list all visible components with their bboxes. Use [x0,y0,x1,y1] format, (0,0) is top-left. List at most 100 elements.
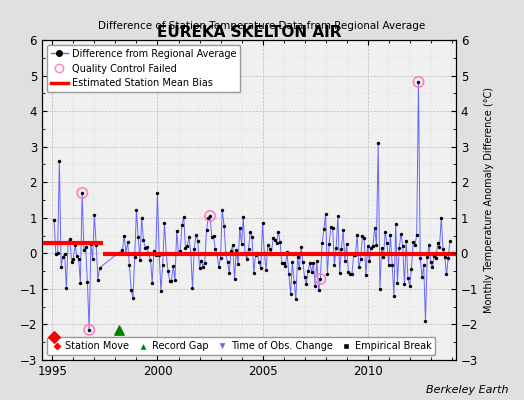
Point [204,214,212,221]
Point [180,214,188,220]
Point [148,280,156,286]
Point [234,260,242,267]
Point [220,222,228,229]
Point [412,232,421,238]
Point [279,260,288,266]
Point [55,158,63,164]
Point [323,271,332,277]
Point [435,244,444,250]
Point [94,276,102,283]
Point [406,283,414,289]
Point [265,246,274,252]
Point [360,235,368,241]
Point [395,245,403,252]
Point [232,247,241,254]
Point [85,326,93,333]
Point [270,237,279,243]
Point [290,278,298,285]
Point [199,264,207,270]
Point [404,275,412,282]
Point [59,254,67,260]
Point [343,241,351,247]
Point [206,213,214,219]
Point [407,265,416,272]
Point [53,250,62,256]
Point [416,254,424,261]
Point [57,264,66,270]
Legend: Station Move, Record Gap, Time of Obs. Change, Empirical Break: Station Move, Record Gap, Time of Obs. C… [47,337,435,355]
Point [433,240,442,246]
Point [370,224,379,231]
Point [444,255,452,261]
Point [302,280,311,287]
Point [385,262,393,268]
Point [246,228,255,235]
Point [192,232,200,238]
Point [118,247,127,253]
Point [78,190,86,196]
Point [188,285,196,291]
Point [399,242,407,249]
Point [355,264,363,270]
Point [187,250,195,256]
Point [92,242,100,248]
Point [50,334,58,340]
Point [316,276,324,282]
Point [195,265,204,272]
Point [379,254,388,260]
Text: Berkeley Earth: Berkeley Earth [426,385,508,395]
Point [122,249,130,256]
Point [287,291,295,298]
Point [411,241,419,248]
Point [314,287,323,294]
Point [320,226,328,232]
Point [442,271,451,278]
Point [300,274,309,281]
Point [80,247,88,253]
Point [166,278,174,284]
Point [206,213,214,219]
Point [414,79,423,85]
Point [60,251,69,257]
Point [414,79,423,85]
Point [252,252,260,258]
Point [393,280,401,286]
Point [86,241,95,247]
Point [305,260,314,266]
Point [376,286,384,292]
Point [348,271,356,278]
Point [145,251,153,258]
Point [50,217,58,224]
Point [390,293,398,300]
Point [374,140,383,146]
Point [325,240,333,247]
Point [222,250,230,256]
Point [244,246,253,252]
Point [372,242,380,248]
Point [208,234,216,240]
Point [334,212,342,219]
Point [304,268,312,274]
Point [255,258,263,265]
Point [190,246,199,252]
Point [358,233,367,239]
Point [241,250,249,256]
Point [143,244,151,250]
Point [243,256,251,262]
Point [285,271,293,277]
Point [288,259,297,265]
Point [272,240,281,246]
Point [201,259,209,266]
Point [267,250,276,257]
Point [332,245,340,252]
Point [362,272,370,279]
Point [174,250,183,256]
Point [52,251,60,257]
Point [441,254,449,260]
Point [383,240,391,246]
Point [425,242,433,248]
Point [125,262,134,268]
Point [83,278,92,285]
Point [326,224,335,230]
Point [127,286,135,293]
